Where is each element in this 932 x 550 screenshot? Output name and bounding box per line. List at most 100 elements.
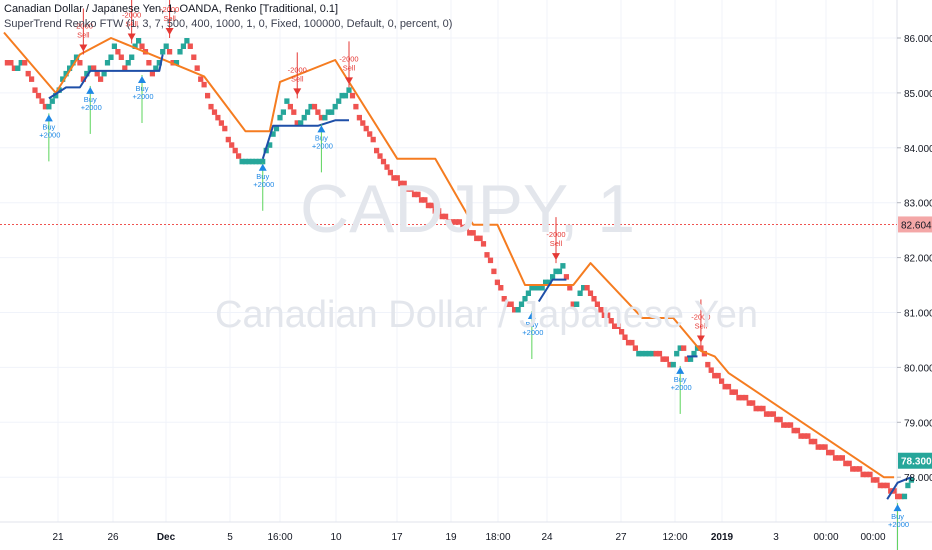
y-tick-label: 81.000 xyxy=(904,309,932,320)
renko-brick-down xyxy=(805,433,811,439)
renko-brick-down xyxy=(356,114,362,121)
renko-brick-down xyxy=(484,252,490,258)
renko-brick-up xyxy=(674,350,680,357)
buy-signal[interactable]: Buy+2000 xyxy=(253,162,274,211)
renko-brick-down xyxy=(201,81,207,88)
renko-brick-down xyxy=(819,444,825,450)
buy-signal[interactable]: Buy+2000 xyxy=(522,311,543,360)
price-line-label: 82.604 xyxy=(901,220,932,231)
buy-signal[interactable]: Buy+2000 xyxy=(39,113,60,162)
x-axis[interactable]: 21 26 Dec 5 16:00 10 17 19 18:00 24 27 12:00 2019 3 00… xyxy=(52,532,886,543)
renko-brick-down xyxy=(660,356,666,362)
sell-amount: -2000 xyxy=(288,65,307,74)
buy-signal[interactable]: Buy+2000 xyxy=(671,365,692,414)
renko-brick-down xyxy=(512,307,518,313)
renko-brick-down xyxy=(812,438,818,445)
renko-brick-down xyxy=(463,224,469,231)
chart-title[interactable]: Canadian Dollar / Japanese Yen, 1, OANDA… xyxy=(4,3,339,15)
renko-brick-up xyxy=(125,60,131,66)
renko-brick-down xyxy=(498,285,504,291)
renko-brick-down xyxy=(380,158,387,165)
sell-amount: -2000 xyxy=(74,21,93,30)
renko-brick-down xyxy=(287,103,293,110)
renko-brick-down xyxy=(605,312,611,318)
renko-brick-up xyxy=(529,285,535,291)
y-tick-label: 84.000 xyxy=(904,144,932,155)
indicator-legend[interactable]: SuperTrend Renko FTW (1, 3, 7, 500, 400,… xyxy=(4,18,453,30)
renko-brick-down xyxy=(898,493,904,500)
renko-brick-up xyxy=(691,350,697,357)
renko-brick-down xyxy=(370,136,376,143)
renko-brick-down xyxy=(205,92,211,99)
renko-brick-down xyxy=(729,389,735,395)
renko-brick-down xyxy=(394,175,400,181)
price-line-badge xyxy=(898,216,932,233)
renko-brick-up xyxy=(346,87,352,93)
buy-label: Buy xyxy=(315,133,328,142)
renko-brick-down xyxy=(491,268,497,275)
sell-label: Sell xyxy=(550,239,563,248)
buy-label: Buy xyxy=(42,122,55,131)
renko-brick-down xyxy=(91,65,97,71)
renko-brick-up xyxy=(101,70,107,77)
renko-brick-up xyxy=(646,350,652,357)
renko-brick-down xyxy=(598,307,604,313)
renko-brick-down xyxy=(487,257,494,264)
y-tick-label: 86.000 xyxy=(904,34,932,45)
current-price-badge xyxy=(898,452,932,469)
renko-brick-up xyxy=(18,60,24,66)
x-tick-label: 19 xyxy=(445,532,457,543)
sell-arrow-icon xyxy=(127,33,136,41)
buy-signal[interactable]: Buy+2000 xyxy=(888,503,909,550)
renko-brick-up xyxy=(253,158,259,165)
renko-brick-down xyxy=(480,241,487,247)
sell-label: Sell xyxy=(77,30,90,39)
renko-brick-up xyxy=(518,301,525,307)
x-tick-label: 3 xyxy=(773,532,779,543)
trade-signals: Buy+2000-2000SellBuy+2000-2000SellBuy+20… xyxy=(39,0,909,550)
renko-brick-up xyxy=(336,98,342,104)
renko-brick-down xyxy=(443,213,449,220)
renko-brick-up xyxy=(273,125,280,132)
renko-brick-down xyxy=(25,70,31,77)
renko-brick-up xyxy=(322,114,328,121)
renko-brick-down xyxy=(619,329,625,335)
buy-signal[interactable]: Buy+2000 xyxy=(132,74,154,123)
buy-amount: +2000 xyxy=(888,520,909,529)
renko-brick-up xyxy=(239,158,245,165)
renko-brick-down xyxy=(39,98,45,104)
renko-brick-down xyxy=(815,444,821,450)
buy-signal[interactable]: Buy+2000 xyxy=(312,124,333,173)
renko-brick-down xyxy=(474,235,480,242)
buy-signal[interactable]: Buy+2000 xyxy=(81,85,102,134)
renko-brick-down xyxy=(770,411,776,417)
grid xyxy=(0,0,897,522)
renko-brick-up xyxy=(156,60,162,66)
y-tick-label: 83.000 xyxy=(904,199,932,210)
renko-brick-down xyxy=(877,482,883,489)
sell-label: Sell xyxy=(125,19,138,28)
renko-brick-down xyxy=(732,389,738,395)
renko-brick-up xyxy=(46,103,52,110)
x-tick-label: 2019 xyxy=(711,532,734,543)
buy-arrow-icon xyxy=(527,312,536,320)
renko-brick-down xyxy=(122,65,128,71)
renko-brick-down xyxy=(584,285,590,291)
renko-brick-down xyxy=(449,219,456,225)
renko-brick-down xyxy=(798,433,804,439)
renko-brick-down xyxy=(232,147,238,154)
renko-brick-up xyxy=(532,285,538,291)
y-axis[interactable]: 86.000 85.000 84.000 83.000 82.000 81.000 80.0… xyxy=(897,34,932,484)
renko-brick-down xyxy=(743,394,749,401)
buy-amount: +2000 xyxy=(81,103,102,112)
renko-brick-down xyxy=(98,76,104,82)
renko-brick-down xyxy=(377,153,383,159)
